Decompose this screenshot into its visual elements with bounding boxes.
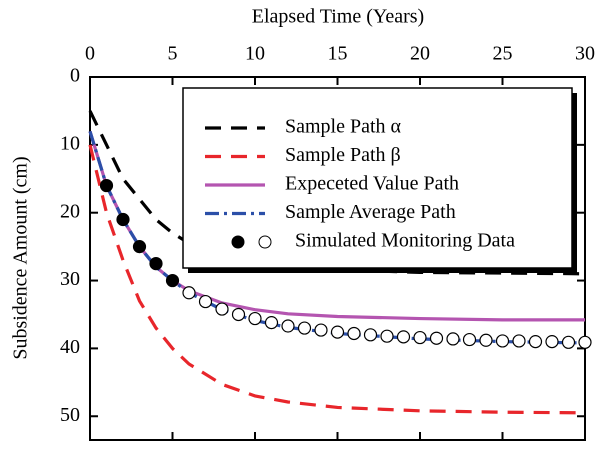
x-tick-label: 30 <box>575 43 595 65</box>
y-tick-label: 20 <box>60 200 80 222</box>
x-tick-label: 5 <box>168 43 178 65</box>
data-point <box>264 316 279 330</box>
data-point <box>561 335 576 349</box>
legend-marker <box>231 235 245 249</box>
data-point <box>215 302 229 316</box>
data-point <box>429 331 444 345</box>
data-point <box>99 178 114 193</box>
y-tick-label: 30 <box>60 268 80 290</box>
data-point <box>165 273 180 288</box>
legend: Sample Path α Sample Path β Expeceted Valu… <box>182 87 577 273</box>
y-tick-label: 50 <box>60 404 80 426</box>
data-point <box>545 335 559 349</box>
legend-label: Expeceted Value Path <box>285 173 459 195</box>
plot-area <box>88 110 592 415</box>
data-point <box>479 333 493 347</box>
data-point <box>248 311 262 326</box>
x-axis-label: Elapsed Time (Years) <box>252 6 424 28</box>
legend-label: Sample Path β <box>285 144 401 166</box>
data-point <box>528 335 543 349</box>
data-point <box>281 319 295 333</box>
data-point <box>396 330 411 344</box>
x-tick-label: 20 <box>410 43 430 65</box>
data-point <box>462 332 477 347</box>
data-point <box>512 334 526 348</box>
legend-box <box>182 87 573 269</box>
y-axis-label: Subsidence Amount (cm) <box>10 156 32 359</box>
x-tick-label: 25 <box>493 43 513 65</box>
y-tick-label: 0 <box>70 65 80 87</box>
x-tick-label: 10 <box>245 43 265 65</box>
legend-label: Sample Average Path <box>285 201 456 223</box>
legend-label: Sample Path α <box>285 116 402 138</box>
series-line <box>88 144 586 415</box>
data-point <box>314 323 328 337</box>
legend-marker <box>258 235 272 249</box>
data-point <box>182 286 196 300</box>
data-point <box>116 212 130 227</box>
data-point <box>363 328 378 342</box>
data-point <box>380 329 394 343</box>
y-tick-label: 10 <box>60 132 80 154</box>
y-tick-label: 40 <box>60 336 80 358</box>
x-tick-label: 0 <box>85 43 95 65</box>
data-point <box>297 321 312 335</box>
data-point <box>330 325 345 339</box>
x-tick-label: 15 <box>328 43 348 65</box>
data-point <box>132 240 147 254</box>
data-point <box>413 330 427 345</box>
data-point <box>446 332 460 346</box>
data-point <box>578 335 592 349</box>
data-point <box>149 256 163 271</box>
data-point <box>495 334 510 348</box>
data-point <box>231 307 246 322</box>
legend-label: Simulated Monitoring Data <box>295 230 515 252</box>
data-point <box>198 294 213 309</box>
data-point <box>347 326 361 341</box>
